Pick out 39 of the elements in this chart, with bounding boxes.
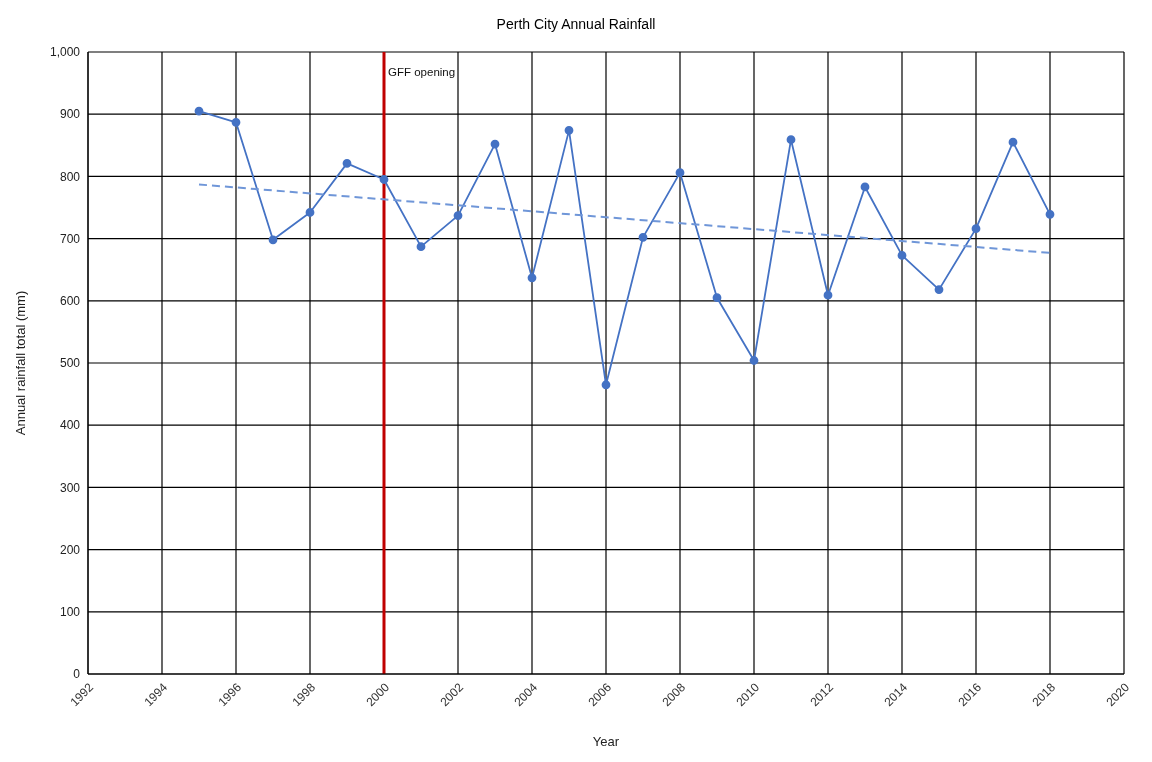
point: [971, 224, 981, 234]
point: [305, 208, 315, 217]
y-tick-label: 100: [59, 605, 81, 620]
point: [860, 182, 870, 192]
point: [675, 168, 685, 178]
point: [527, 273, 537, 283]
point: [934, 285, 944, 294]
point: [638, 232, 648, 242]
point: [1045, 209, 1055, 219]
y-tick-label: 600: [59, 294, 81, 309]
y-tick-label: 400: [59, 418, 81, 433]
x-axis-title: Year: [592, 734, 620, 749]
point: [1008, 137, 1018, 147]
point: [601, 380, 611, 390]
y-tick-label: 500: [59, 356, 81, 371]
point: [416, 242, 426, 252]
point: [379, 175, 389, 184]
point: [564, 125, 574, 135]
y-tick-label: 900: [59, 107, 81, 122]
y-tick-label: 0: [73, 667, 81, 682]
point: [712, 293, 722, 303]
ref-line-label: GFF opening: [388, 66, 456, 79]
y-tick-label: 300: [59, 480, 81, 495]
y-tick-label: 700: [59, 231, 81, 246]
point: [342, 158, 352, 168]
point: [231, 117, 241, 127]
point: [749, 356, 759, 365]
point: [786, 135, 796, 145]
chart-title: Perth City Annual Rainfall: [495, 15, 657, 34]
point: [268, 235, 278, 245]
y-tick-label: 200: [59, 542, 81, 557]
point: [897, 250, 907, 260]
point: [194, 106, 204, 116]
point: [490, 139, 500, 149]
point: [823, 290, 833, 300]
point: [453, 211, 463, 220]
y-tick-label: 800: [59, 169, 81, 184]
y-tick-label: 1,000: [49, 45, 81, 60]
y-axis-title: Annual rainfall total (mm): [12, 290, 28, 436]
